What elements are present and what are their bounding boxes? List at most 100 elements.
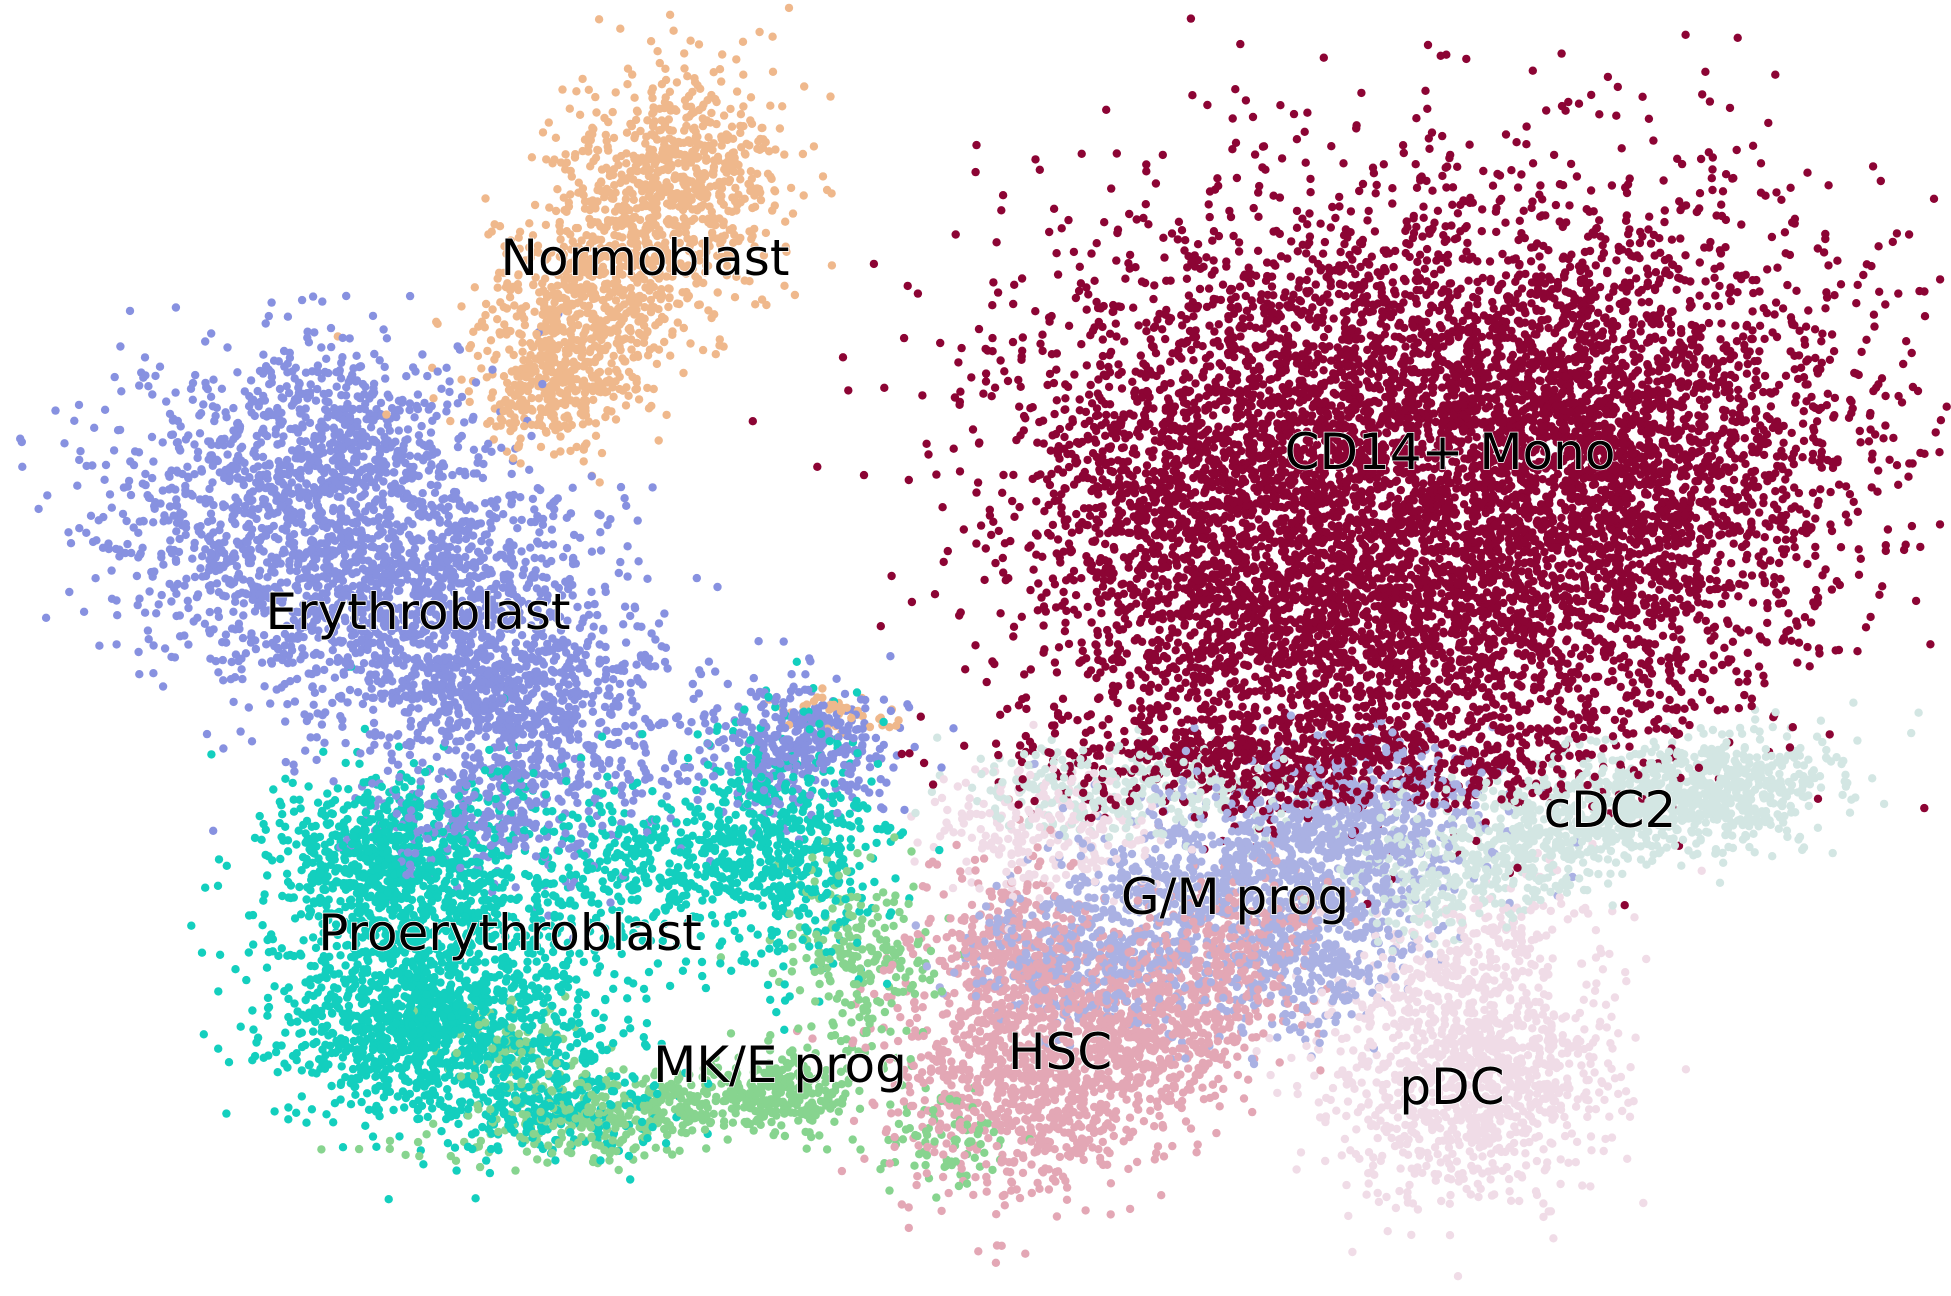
scatter-point bbox=[214, 1044, 223, 1053]
scatter-point bbox=[728, 1118, 738, 1127]
scatter-point bbox=[622, 501, 631, 510]
scatter-point bbox=[542, 985, 551, 994]
scatter-point bbox=[1697, 866, 1706, 875]
scatter-point bbox=[596, 546, 606, 555]
scatter-point bbox=[1881, 421, 1890, 430]
scatter-point bbox=[1528, 159, 1538, 168]
scatter-point bbox=[1763, 265, 1772, 274]
scatter-point bbox=[497, 851, 506, 860]
scatter-point bbox=[926, 1067, 936, 1077]
scatter-point bbox=[100, 405, 110, 414]
scatter-point bbox=[845, 809, 854, 818]
scatter-point bbox=[1572, 172, 1582, 181]
scatter-point bbox=[684, 727, 693, 736]
scatter-point bbox=[1606, 869, 1615, 878]
scatter-point bbox=[1505, 1187, 1514, 1196]
scatter-point bbox=[1610, 993, 1620, 1002]
scatter-point bbox=[589, 622, 598, 631]
scatter-point bbox=[145, 587, 154, 596]
scatter-point bbox=[451, 746, 461, 755]
scatter-point bbox=[1587, 1146, 1596, 1155]
scatter-point bbox=[41, 613, 51, 622]
scatter-point bbox=[1077, 340, 1086, 349]
scatter-point bbox=[1287, 1053, 1296, 1063]
scatter-point bbox=[1275, 409, 1285, 419]
scatter-point bbox=[567, 172, 576, 181]
scatter-point bbox=[1326, 223, 1336, 232]
scatter-point bbox=[594, 15, 604, 24]
scatter-point bbox=[918, 974, 927, 983]
scatter-point bbox=[1666, 328, 1676, 337]
scatter-point bbox=[1236, 39, 1245, 49]
scatter-point bbox=[372, 1142, 381, 1152]
scatter-point bbox=[82, 528, 91, 537]
scatter-point bbox=[932, 1193, 941, 1202]
scatter-point bbox=[609, 984, 618, 993]
scatter-point bbox=[488, 365, 497, 374]
scatter-point bbox=[548, 540, 558, 549]
scatter-point bbox=[1008, 496, 1017, 506]
scatter-point bbox=[1112, 256, 1121, 265]
scatter-point bbox=[1075, 395, 1084, 404]
scatter-point bbox=[731, 810, 740, 820]
scatter-point bbox=[820, 778, 830, 787]
scatter-point bbox=[339, 670, 349, 679]
scatter-point bbox=[1589, 999, 1598, 1008]
scatter-point bbox=[982, 1187, 991, 1196]
scatter-point bbox=[1565, 1059, 1574, 1068]
scatter-point bbox=[1827, 526, 1837, 536]
scatter-point bbox=[1733, 33, 1742, 42]
scatter-point bbox=[1058, 694, 1068, 703]
scatter-point bbox=[485, 1168, 495, 1178]
scatter-point bbox=[1504, 1174, 1514, 1184]
scatter-point bbox=[1044, 1185, 1054, 1194]
scatter-point bbox=[1054, 643, 1064, 652]
scatter-point bbox=[1557, 49, 1566, 58]
scatter-point bbox=[1081, 1206, 1090, 1215]
scatter-point bbox=[221, 408, 230, 417]
scatter-point bbox=[1141, 469, 1151, 478]
scatter-point bbox=[536, 442, 546, 452]
scatter-point bbox=[1879, 434, 1888, 443]
scatter-point bbox=[1348, 646, 1357, 655]
scatter-point bbox=[249, 940, 258, 949]
scatter-point bbox=[1052, 249, 1061, 258]
scatter-point bbox=[1292, 206, 1302, 216]
scatter-point bbox=[1845, 808, 1855, 817]
scatter-point bbox=[885, 1186, 894, 1195]
scatter-point bbox=[442, 363, 451, 372]
scatter-point bbox=[1612, 256, 1621, 265]
scatter-point bbox=[1437, 617, 1446, 627]
scatter-point bbox=[1587, 90, 1596, 100]
scatter-point bbox=[1623, 1154, 1632, 1164]
scatter-points bbox=[16, 3, 1951, 1281]
scatter-point bbox=[464, 387, 474, 396]
scatter-point bbox=[134, 647, 143, 657]
scatter-point bbox=[148, 473, 157, 483]
scatter-point bbox=[481, 310, 490, 320]
scatter-point bbox=[1405, 1180, 1414, 1190]
scatter-point bbox=[882, 898, 891, 907]
scatter-point bbox=[1100, 885, 1109, 894]
scatter-point bbox=[1562, 1121, 1572, 1130]
scatter-point bbox=[1402, 711, 1411, 721]
scatter-point bbox=[1161, 334, 1170, 344]
scatter-point bbox=[414, 704, 423, 713]
scatter-point bbox=[1301, 158, 1310, 167]
scatter-point bbox=[1767, 232, 1777, 242]
scatter-point bbox=[171, 388, 180, 397]
scatter-point bbox=[1469, 1152, 1478, 1162]
scatter-point bbox=[1158, 807, 1168, 816]
scatter-point bbox=[1038, 346, 1047, 356]
scatter-point bbox=[282, 869, 292, 878]
scatter-point bbox=[1430, 659, 1439, 668]
scatter-point bbox=[357, 1097, 366, 1107]
scatter-point bbox=[125, 306, 135, 316]
scatter-point bbox=[1463, 238, 1472, 248]
scatter-point bbox=[974, 324, 984, 334]
scatter-point bbox=[538, 128, 548, 137]
scatter-point bbox=[1799, 407, 1809, 416]
scatter-point bbox=[1616, 1072, 1626, 1082]
scatter-point bbox=[182, 574, 191, 583]
scatter-point bbox=[1619, 717, 1629, 726]
